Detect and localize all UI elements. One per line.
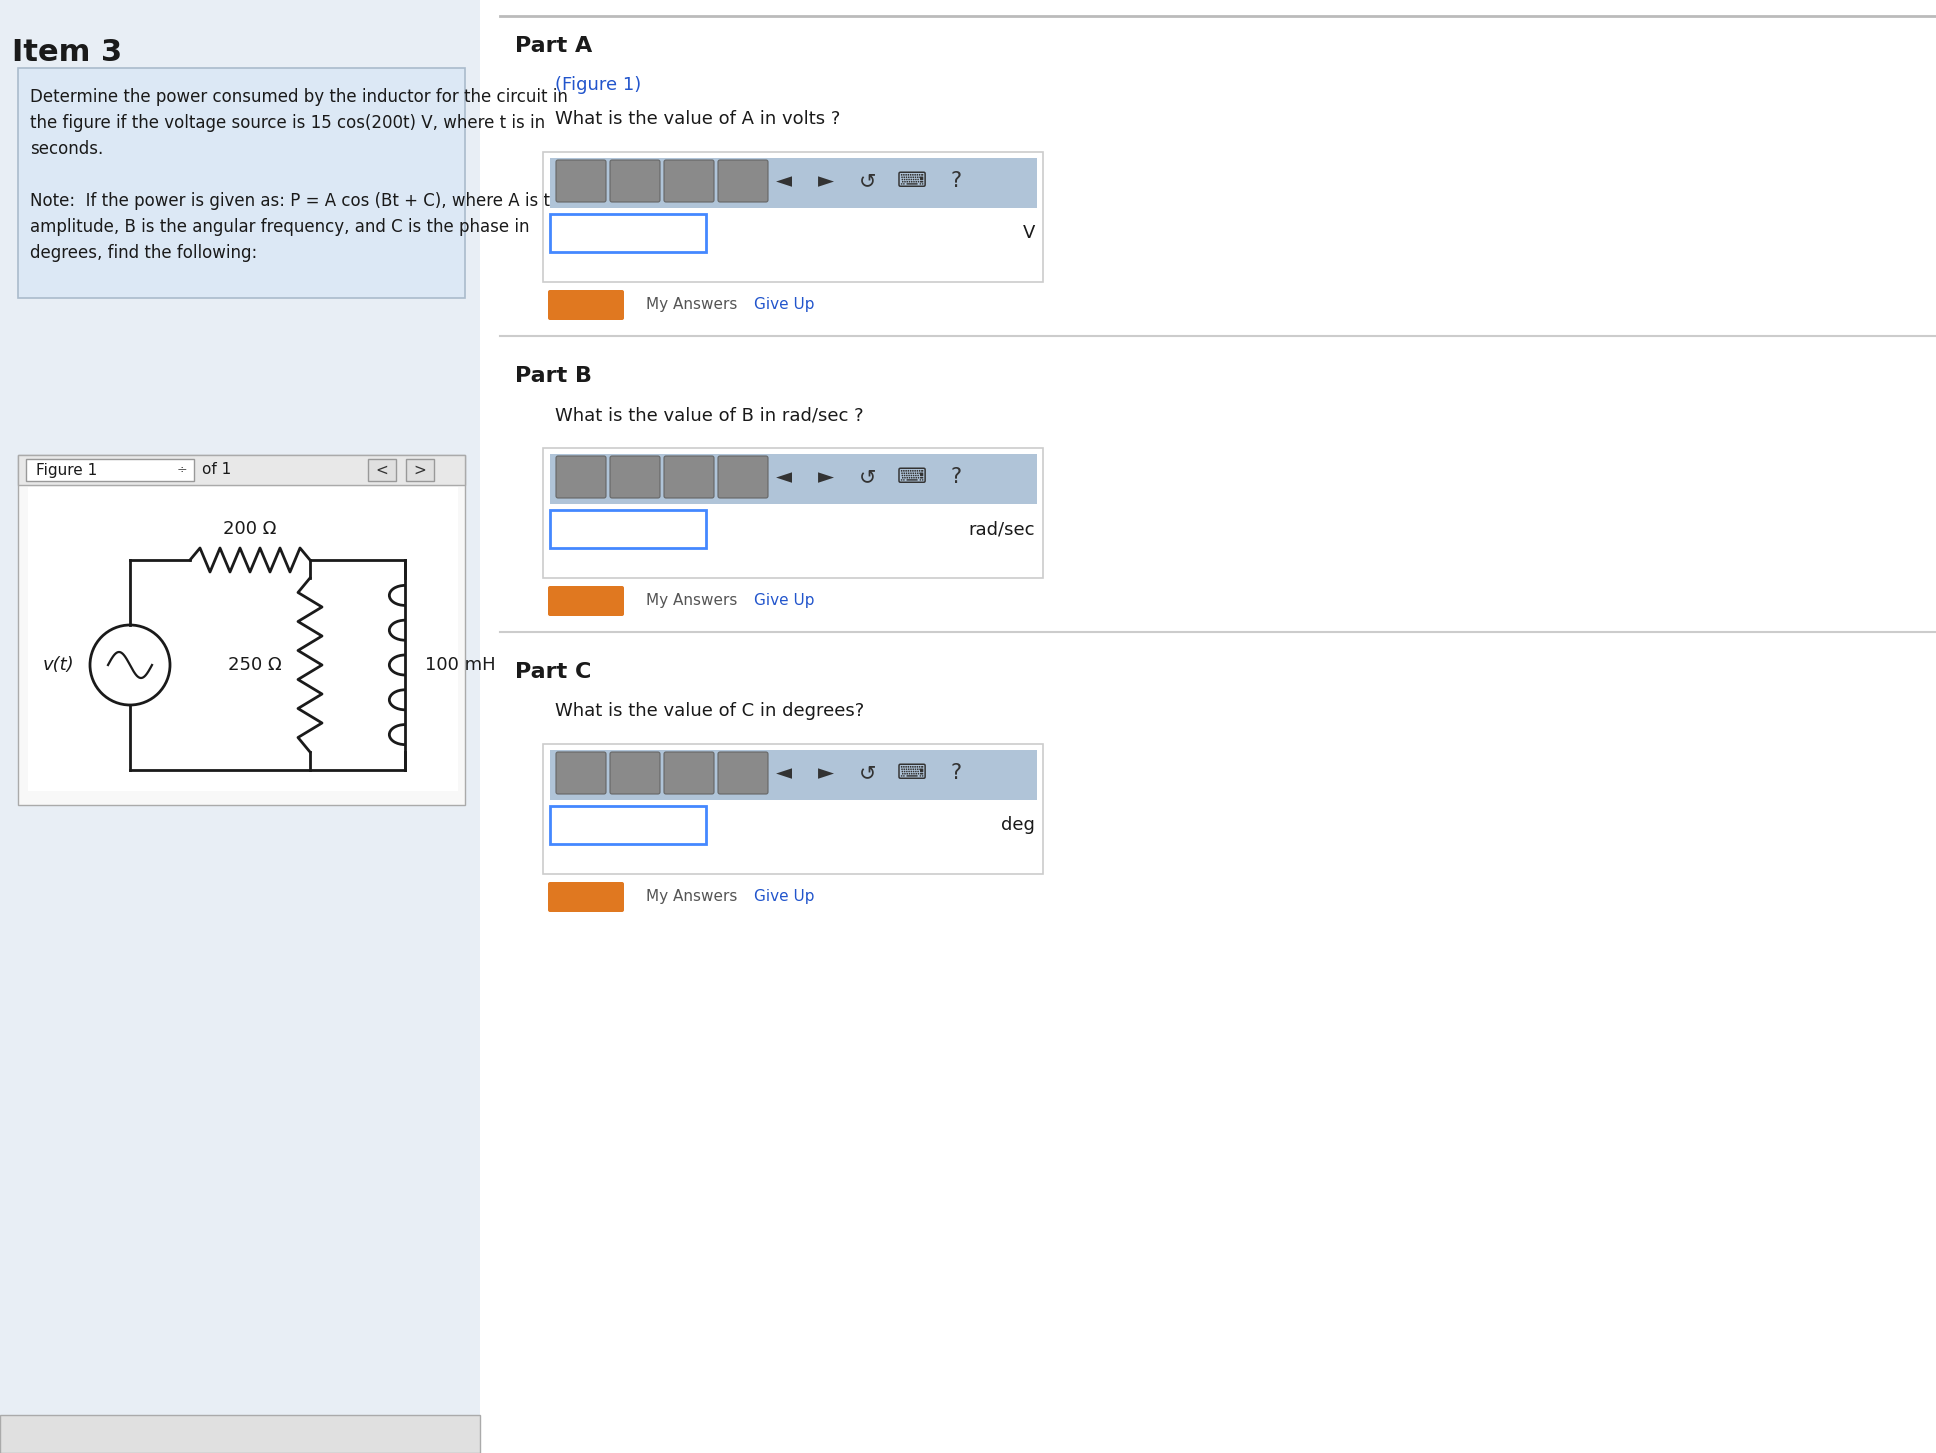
Text: Give Up: Give Up (753, 298, 815, 312)
Text: Determine the power consumed by the inductor for the circuit in: Determine the power consumed by the indu… (29, 89, 567, 106)
FancyBboxPatch shape (0, 1415, 480, 1453)
Text: ΑΣφ: ΑΣφ (618, 173, 652, 189)
Text: vec: vec (728, 173, 757, 189)
Text: ↺: ↺ (860, 466, 877, 487)
Text: ◄: ◄ (776, 763, 792, 783)
Text: ↺: ↺ (860, 171, 877, 190)
Text: Part A: Part A (515, 36, 592, 57)
FancyBboxPatch shape (718, 456, 769, 498)
Text: My Answers: My Answers (647, 298, 738, 312)
Text: degrees, find the following:: degrees, find the following: (29, 244, 257, 262)
FancyBboxPatch shape (25, 459, 194, 481)
FancyBboxPatch shape (548, 586, 623, 616)
Text: What is the value of A in volts ?: What is the value of A in volts ? (556, 110, 840, 128)
Text: seconds.: seconds. (29, 139, 103, 158)
Text: My Answers: My Answers (647, 889, 738, 905)
Text: ΑΣφ: ΑΣφ (618, 766, 652, 780)
Text: of 1: of 1 (201, 462, 230, 478)
FancyBboxPatch shape (17, 455, 465, 805)
Text: ►: ► (819, 466, 834, 487)
FancyBboxPatch shape (548, 291, 623, 320)
Text: Submit: Submit (556, 889, 616, 905)
Text: 250 Ω: 250 Ω (228, 655, 283, 674)
Text: ↺: ↺ (860, 763, 877, 783)
Text: amplitude, B is the angular frequency, and C is the phase in: amplitude, B is the angular frequency, a… (29, 218, 530, 235)
Text: Figure 1: Figure 1 (37, 462, 97, 478)
Text: ►: ► (819, 763, 834, 783)
FancyBboxPatch shape (368, 459, 397, 481)
FancyBboxPatch shape (556, 753, 606, 793)
Text: Submit: Submit (556, 593, 616, 609)
Text: deg: deg (1001, 817, 1036, 834)
Text: ■√□: ■√□ (561, 173, 600, 189)
FancyBboxPatch shape (610, 456, 660, 498)
FancyBboxPatch shape (610, 160, 660, 202)
FancyBboxPatch shape (550, 158, 1038, 208)
FancyBboxPatch shape (550, 806, 707, 844)
FancyBboxPatch shape (542, 153, 1044, 282)
Text: Part C: Part C (515, 663, 590, 681)
Text: v(t): v(t) (43, 655, 74, 674)
Text: ÷: ÷ (176, 464, 188, 477)
Text: <: < (376, 462, 389, 478)
Text: Submit: Submit (556, 298, 616, 312)
FancyBboxPatch shape (664, 753, 714, 793)
Text: Give Up: Give Up (753, 889, 815, 905)
Text: ⌨: ⌨ (896, 763, 927, 783)
FancyBboxPatch shape (542, 448, 1044, 578)
Text: What is the value of C in degrees?: What is the value of C in degrees? (556, 702, 863, 721)
FancyBboxPatch shape (718, 753, 769, 793)
Text: >: > (414, 462, 426, 478)
FancyBboxPatch shape (556, 160, 606, 202)
FancyBboxPatch shape (664, 160, 714, 202)
Text: ↕: ↕ (683, 766, 695, 780)
Text: ΑΣφ: ΑΣφ (618, 469, 652, 484)
Text: vec: vec (728, 766, 757, 780)
FancyBboxPatch shape (17, 455, 465, 485)
FancyBboxPatch shape (0, 0, 480, 1453)
Text: What is the value of B in rad/sec ?: What is the value of B in rad/sec ? (556, 405, 863, 424)
Text: rad/sec: rad/sec (968, 520, 1036, 538)
FancyBboxPatch shape (407, 459, 434, 481)
FancyBboxPatch shape (718, 160, 769, 202)
Text: Item 3: Item 3 (12, 38, 122, 67)
FancyBboxPatch shape (550, 510, 707, 548)
Text: 200 Ω: 200 Ω (223, 520, 277, 538)
Text: ?: ? (951, 466, 962, 487)
Text: Give Up: Give Up (753, 593, 815, 609)
Text: ◄: ◄ (776, 466, 792, 487)
FancyBboxPatch shape (550, 750, 1038, 801)
Text: ?: ? (951, 763, 962, 783)
FancyBboxPatch shape (17, 68, 465, 298)
FancyBboxPatch shape (548, 882, 623, 912)
FancyBboxPatch shape (556, 456, 606, 498)
Text: Part B: Part B (515, 366, 592, 386)
Text: ↕: ↕ (683, 173, 695, 189)
Text: V: V (1022, 224, 1036, 243)
Text: ⌨: ⌨ (896, 466, 927, 487)
Text: ►: ► (819, 171, 834, 190)
Text: ?: ? (951, 171, 962, 190)
Text: the figure if the voltage source is 15 cos(200t) V, where t is in: the figure if the voltage source is 15 c… (29, 113, 546, 132)
Text: ⌨: ⌨ (896, 171, 927, 190)
Text: vec: vec (728, 469, 757, 484)
FancyBboxPatch shape (542, 744, 1044, 875)
FancyBboxPatch shape (550, 453, 1038, 504)
Text: ◄: ◄ (776, 171, 792, 190)
FancyBboxPatch shape (664, 456, 714, 498)
FancyBboxPatch shape (610, 753, 660, 793)
Text: ■√□: ■√□ (561, 469, 600, 484)
Text: (Figure 1): (Figure 1) (556, 76, 641, 94)
FancyBboxPatch shape (27, 487, 459, 790)
Text: ■√□: ■√□ (561, 766, 600, 780)
Text: Note:  If the power is given as: P = A cos (Bt + C), where A is the: Note: If the power is given as: P = A co… (29, 192, 571, 211)
Text: ↕: ↕ (683, 469, 695, 484)
Text: My Answers: My Answers (647, 593, 738, 609)
Text: 100 mH: 100 mH (426, 655, 496, 674)
FancyBboxPatch shape (550, 214, 707, 251)
